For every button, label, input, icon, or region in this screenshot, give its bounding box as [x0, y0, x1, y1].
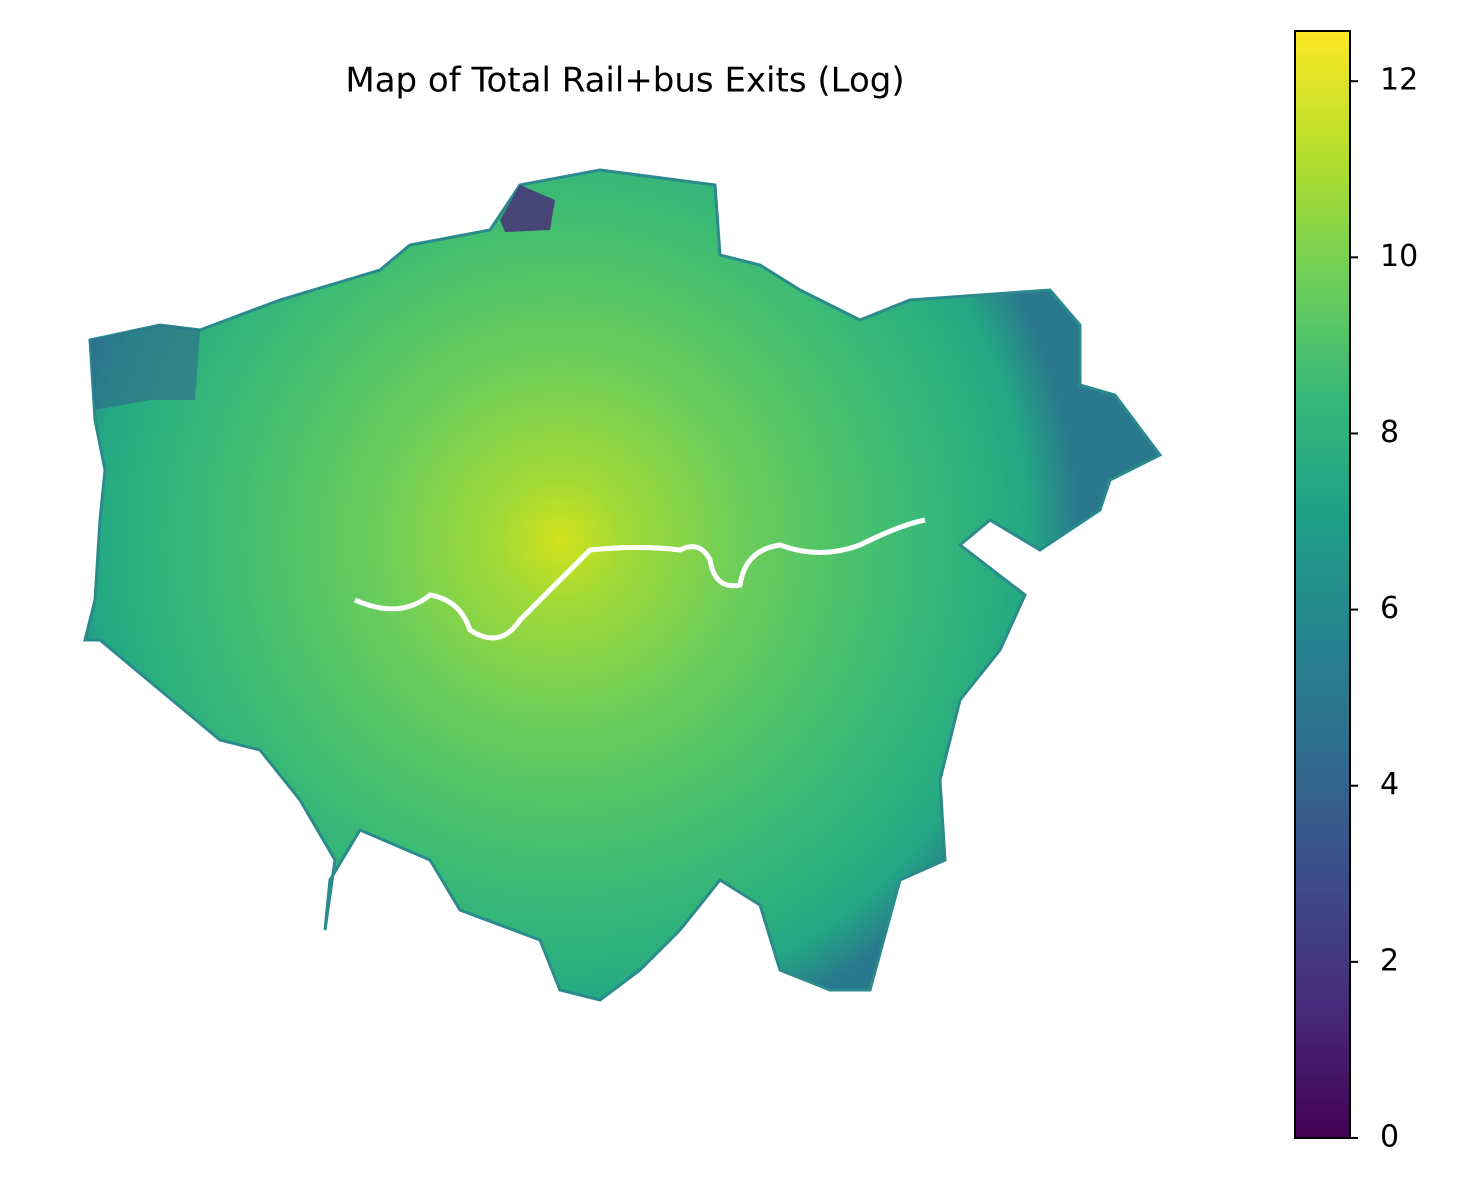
thames [353, 517, 926, 641]
patch [90, 325, 200, 410]
colorbar-tick-label: 0 [1380, 1120, 1399, 1155]
colorbar-tick-label: 10 [1380, 239, 1418, 274]
london-map [83, 168, 1163, 1002]
colorbar-tick-label: 12 [1380, 63, 1418, 98]
colorbar: 0 2 4 6 8 10 12 [1294, 30, 1418, 1155]
colorbar-fill [1294, 30, 1351, 1139]
colorbar-tick-label: 4 [1380, 767, 1399, 802]
colorbar-tick-label: 2 [1380, 943, 1399, 978]
patch [500, 185, 555, 232]
map-title: Map of Total Rail+bus Exits (Log) [345, 61, 904, 101]
map-area [83, 168, 1163, 1002]
colorbar-tick-label: 8 [1380, 415, 1399, 450]
colorbar-tick-label: 6 [1380, 591, 1399, 626]
